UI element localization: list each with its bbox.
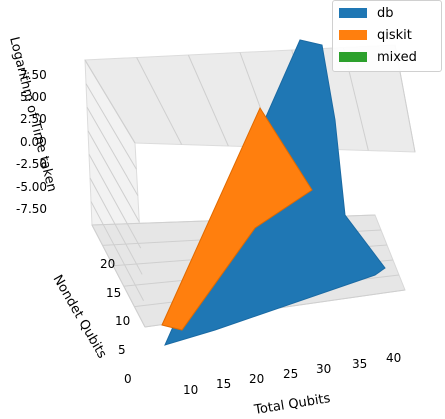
legend-item-db: db: [339, 3, 394, 23]
y-axis-label: Nondet Qubits: [50, 273, 110, 362]
grid-line-left-pane: [86, 106, 139, 196]
y-tick-label: 15: [106, 286, 121, 300]
grid-line-left-pane: [90, 201, 145, 301]
x-tick-label: 10: [183, 383, 198, 397]
z-tick-label: 5.00: [20, 90, 47, 104]
legend-swatch-db: [339, 8, 367, 18]
legend-label-mixed: mixed: [377, 49, 417, 65]
x-tick-label: 35: [352, 357, 367, 371]
x-tick-label: 40: [386, 351, 401, 365]
y-tick-label: 0: [124, 372, 132, 386]
grid-line-left-pane: [89, 177, 143, 275]
legend-label-db: db: [377, 5, 394, 21]
z-tick-label: 2.50: [20, 112, 47, 126]
legend-item-mixed: mixed: [339, 47, 417, 67]
legend-swatch-qiskit: [339, 30, 367, 40]
grid-line-right-pane: [187, 54, 229, 147]
legend-label-qiskit: qiskit: [377, 27, 412, 43]
z-tick-label: 0.00: [20, 135, 47, 149]
y-tick-label: 10: [115, 314, 130, 328]
legend-swatch-mixed: [339, 52, 367, 62]
legend-item-qiskit: qiskit: [339, 25, 412, 45]
grid-line-right-pane: [136, 57, 183, 145]
grid-line-left-pane: [85, 83, 137, 170]
qiskit-surface: [161, 106, 313, 331]
x-tick-label: 15: [216, 377, 231, 391]
x-tick-label: 25: [283, 367, 298, 381]
grid-line-right-pane: [84, 59, 136, 144]
legend: db qiskit mixed: [332, 0, 442, 72]
z-tick-label: 7.50: [20, 68, 47, 82]
y-axis-ticks: 20 15 10 5 0: [100, 257, 132, 386]
y-tick-label: 20: [100, 257, 115, 271]
y-tick-label: 5: [118, 343, 126, 357]
x-tick-label: 20: [249, 372, 264, 386]
series-qiskit-surface: [161, 106, 313, 331]
z-tick-label: -2.50: [16, 157, 47, 171]
z-tick-label: -5.00: [16, 180, 47, 194]
z-axis-ticks: 7.50 5.00 2.50 0.00 -2.50 -5.00 -7.50: [16, 68, 47, 216]
x-tick-label: 30: [316, 362, 331, 376]
grid-line-left-pane: [87, 130, 140, 223]
z-tick-label: -7.50: [16, 202, 47, 216]
grid-line-left-pane: [91, 224, 146, 328]
grid-line-left-pane: [88, 154, 142, 249]
x-axis-ticks: 10 15 20 25 30 35 40: [183, 351, 401, 397]
x-axis-label: Total Qubits: [252, 391, 331, 418]
